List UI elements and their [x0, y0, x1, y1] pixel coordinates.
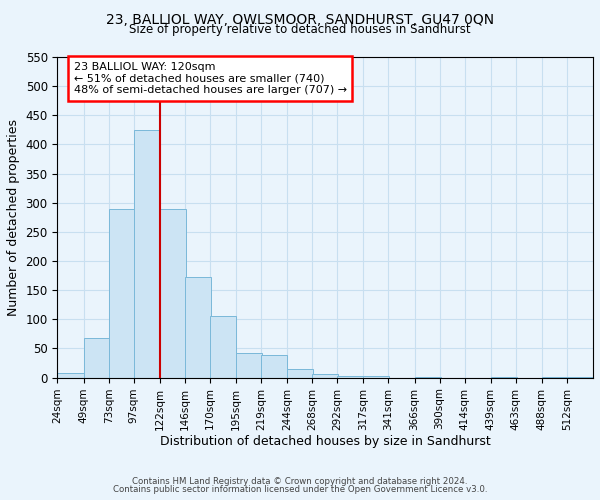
Y-axis label: Number of detached properties: Number of detached properties [7, 119, 20, 316]
Bar [185, 278, 211, 378]
Text: 23 BALLIOL WAY: 120sqm
← 51% of detached houses are smaller (740)
48% of semi-de: 23 BALLIOL WAY: 120sqm ← 51% of detached… [74, 62, 347, 95]
Bar [134, 130, 160, 378]
Bar [312, 374, 338, 378]
Text: Contains HM Land Registry data © Crown copyright and database right 2024.: Contains HM Land Registry data © Crown c… [132, 477, 468, 486]
Text: Size of property relative to detached houses in Sandhurst: Size of property relative to detached ho… [129, 24, 471, 36]
Bar [542, 377, 568, 378]
Bar [415, 377, 440, 378]
Bar [261, 356, 287, 378]
Text: 23, BALLIOL WAY, OWLSMOOR, SANDHURST, GU47 0QN: 23, BALLIOL WAY, OWLSMOOR, SANDHURST, GU… [106, 12, 494, 26]
X-axis label: Distribution of detached houses by size in Sandhurst: Distribution of detached houses by size … [160, 435, 491, 448]
Bar [236, 352, 262, 378]
Bar [109, 208, 135, 378]
Bar [491, 377, 517, 378]
Bar [337, 376, 364, 378]
Bar [364, 376, 389, 378]
Text: Contains public sector information licensed under the Open Government Licence v3: Contains public sector information licen… [113, 485, 487, 494]
Bar [160, 208, 186, 378]
Bar [287, 369, 313, 378]
Bar [567, 377, 593, 378]
Bar [58, 373, 83, 378]
Bar [210, 316, 236, 378]
Bar [83, 338, 110, 378]
